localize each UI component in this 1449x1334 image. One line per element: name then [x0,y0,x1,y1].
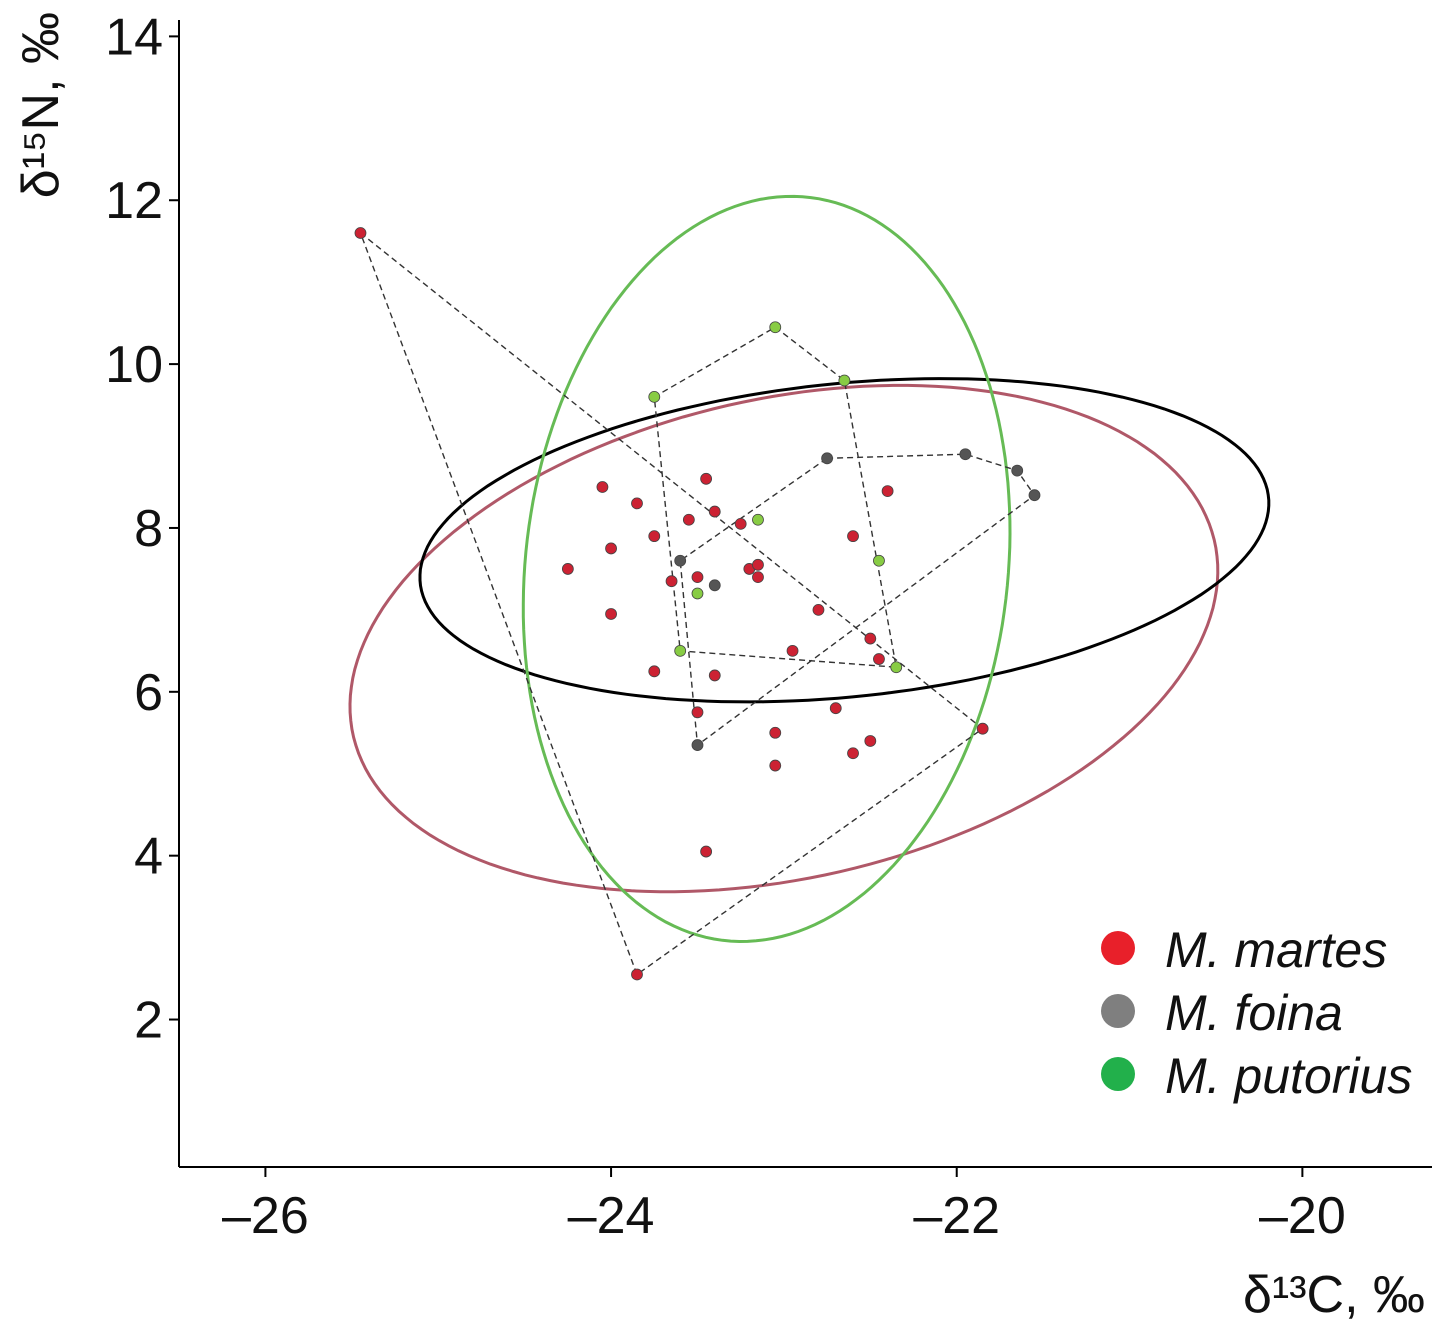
point-m-martes [354,227,367,239]
y-tick-label: 6 [134,664,163,722]
y-tick-label: 10 [105,336,163,394]
point-m-martes [631,968,643,981]
y-tick-label: 2 [134,992,163,1050]
point-m-martes [864,632,877,645]
point-m-martes [708,505,721,518]
point-m-martes [700,845,713,858]
y-tick-label: 12 [105,172,163,230]
point-m-foina [708,579,721,592]
legend-marker-m-foina [1101,994,1135,1028]
legend-marker-m-martes [1101,931,1135,965]
point-m-martes [700,472,713,485]
point-m-putorius [769,321,782,334]
hull-m-martes [358,230,984,976]
point-m-martes [648,665,661,678]
point-m-foina [1011,464,1024,477]
point-m-martes [596,481,609,493]
point-m-putorius [648,390,661,403]
point-m-foina [821,452,834,465]
point-m-martes [605,608,617,620]
legend-label-m-foina: M. foina [1165,985,1343,1041]
point-m-foina [674,554,687,567]
point-m-martes [682,513,695,526]
x-ticks: –26 –24 –22 –20 [222,1167,1346,1245]
y-ticks: 2 4 6 8 10 12 14 [105,8,179,1050]
ellipse-m-martes [348,383,1220,894]
y-tick-label: 4 [134,828,163,886]
x-axis-title: δ¹³C, ‰ [1243,1266,1425,1324]
point-m-martes [708,669,721,682]
ellipse-layer [348,194,1271,944]
point-m-putorius [838,374,851,387]
point-m-martes [561,563,574,575]
point-m-foina [1028,489,1041,502]
x-tick-label: –22 [913,1187,1000,1245]
ellipse-m-foina [418,377,1271,704]
point-m-martes [769,759,782,772]
y-axis-title: δ¹⁵N, ‰ [12,12,70,198]
x-tick-label: –20 [1259,1187,1346,1245]
point-m-martes [691,706,704,719]
point-m-martes [605,542,617,555]
hull-layer [358,230,1036,976]
point-m-martes [752,571,764,584]
point-m-foina [691,739,704,751]
ellipse-m-putorius [521,194,1012,944]
x-tick-label: –24 [568,1187,655,1245]
legend-marker-m-putorius [1101,1057,1135,1091]
x-tick-label: –26 [222,1187,309,1245]
point-m-martes [864,735,877,747]
point-m-putorius [674,644,687,657]
point-m-martes [976,722,989,735]
point-m-martes [847,747,859,760]
y-tick-label: 8 [134,500,163,558]
point-m-foina [959,448,972,461]
point-m-martes [847,530,859,543]
point-m-putorius [691,587,704,600]
axes: 2 4 6 8 10 12 14 –26 –24 –22 –20 [105,8,1432,1245]
point-m-martes [665,575,678,588]
legend: M. martes M. foina M. putorius [1101,922,1412,1104]
point-m-martes [769,726,782,739]
point-m-martes [812,603,825,616]
legend-label-m-putorius: M. putorius [1165,1048,1412,1104]
point-layer [354,227,1041,981]
point-m-martes [829,702,842,715]
point-m-martes [786,644,799,657]
point-m-putorius [873,554,885,567]
point-m-martes [752,558,764,571]
point-m-martes [648,530,661,543]
point-m-martes [691,571,704,584]
y-tick-label: 14 [105,8,163,66]
hull-m-putorius [653,326,898,668]
point-m-martes [881,485,894,497]
point-m-martes [873,653,885,665]
point-m-martes [734,517,747,530]
point-m-putorius [890,661,903,674]
legend-label-m-martes: M. martes [1165,922,1387,978]
point-m-putorius [752,513,764,526]
point-m-martes [631,497,643,510]
